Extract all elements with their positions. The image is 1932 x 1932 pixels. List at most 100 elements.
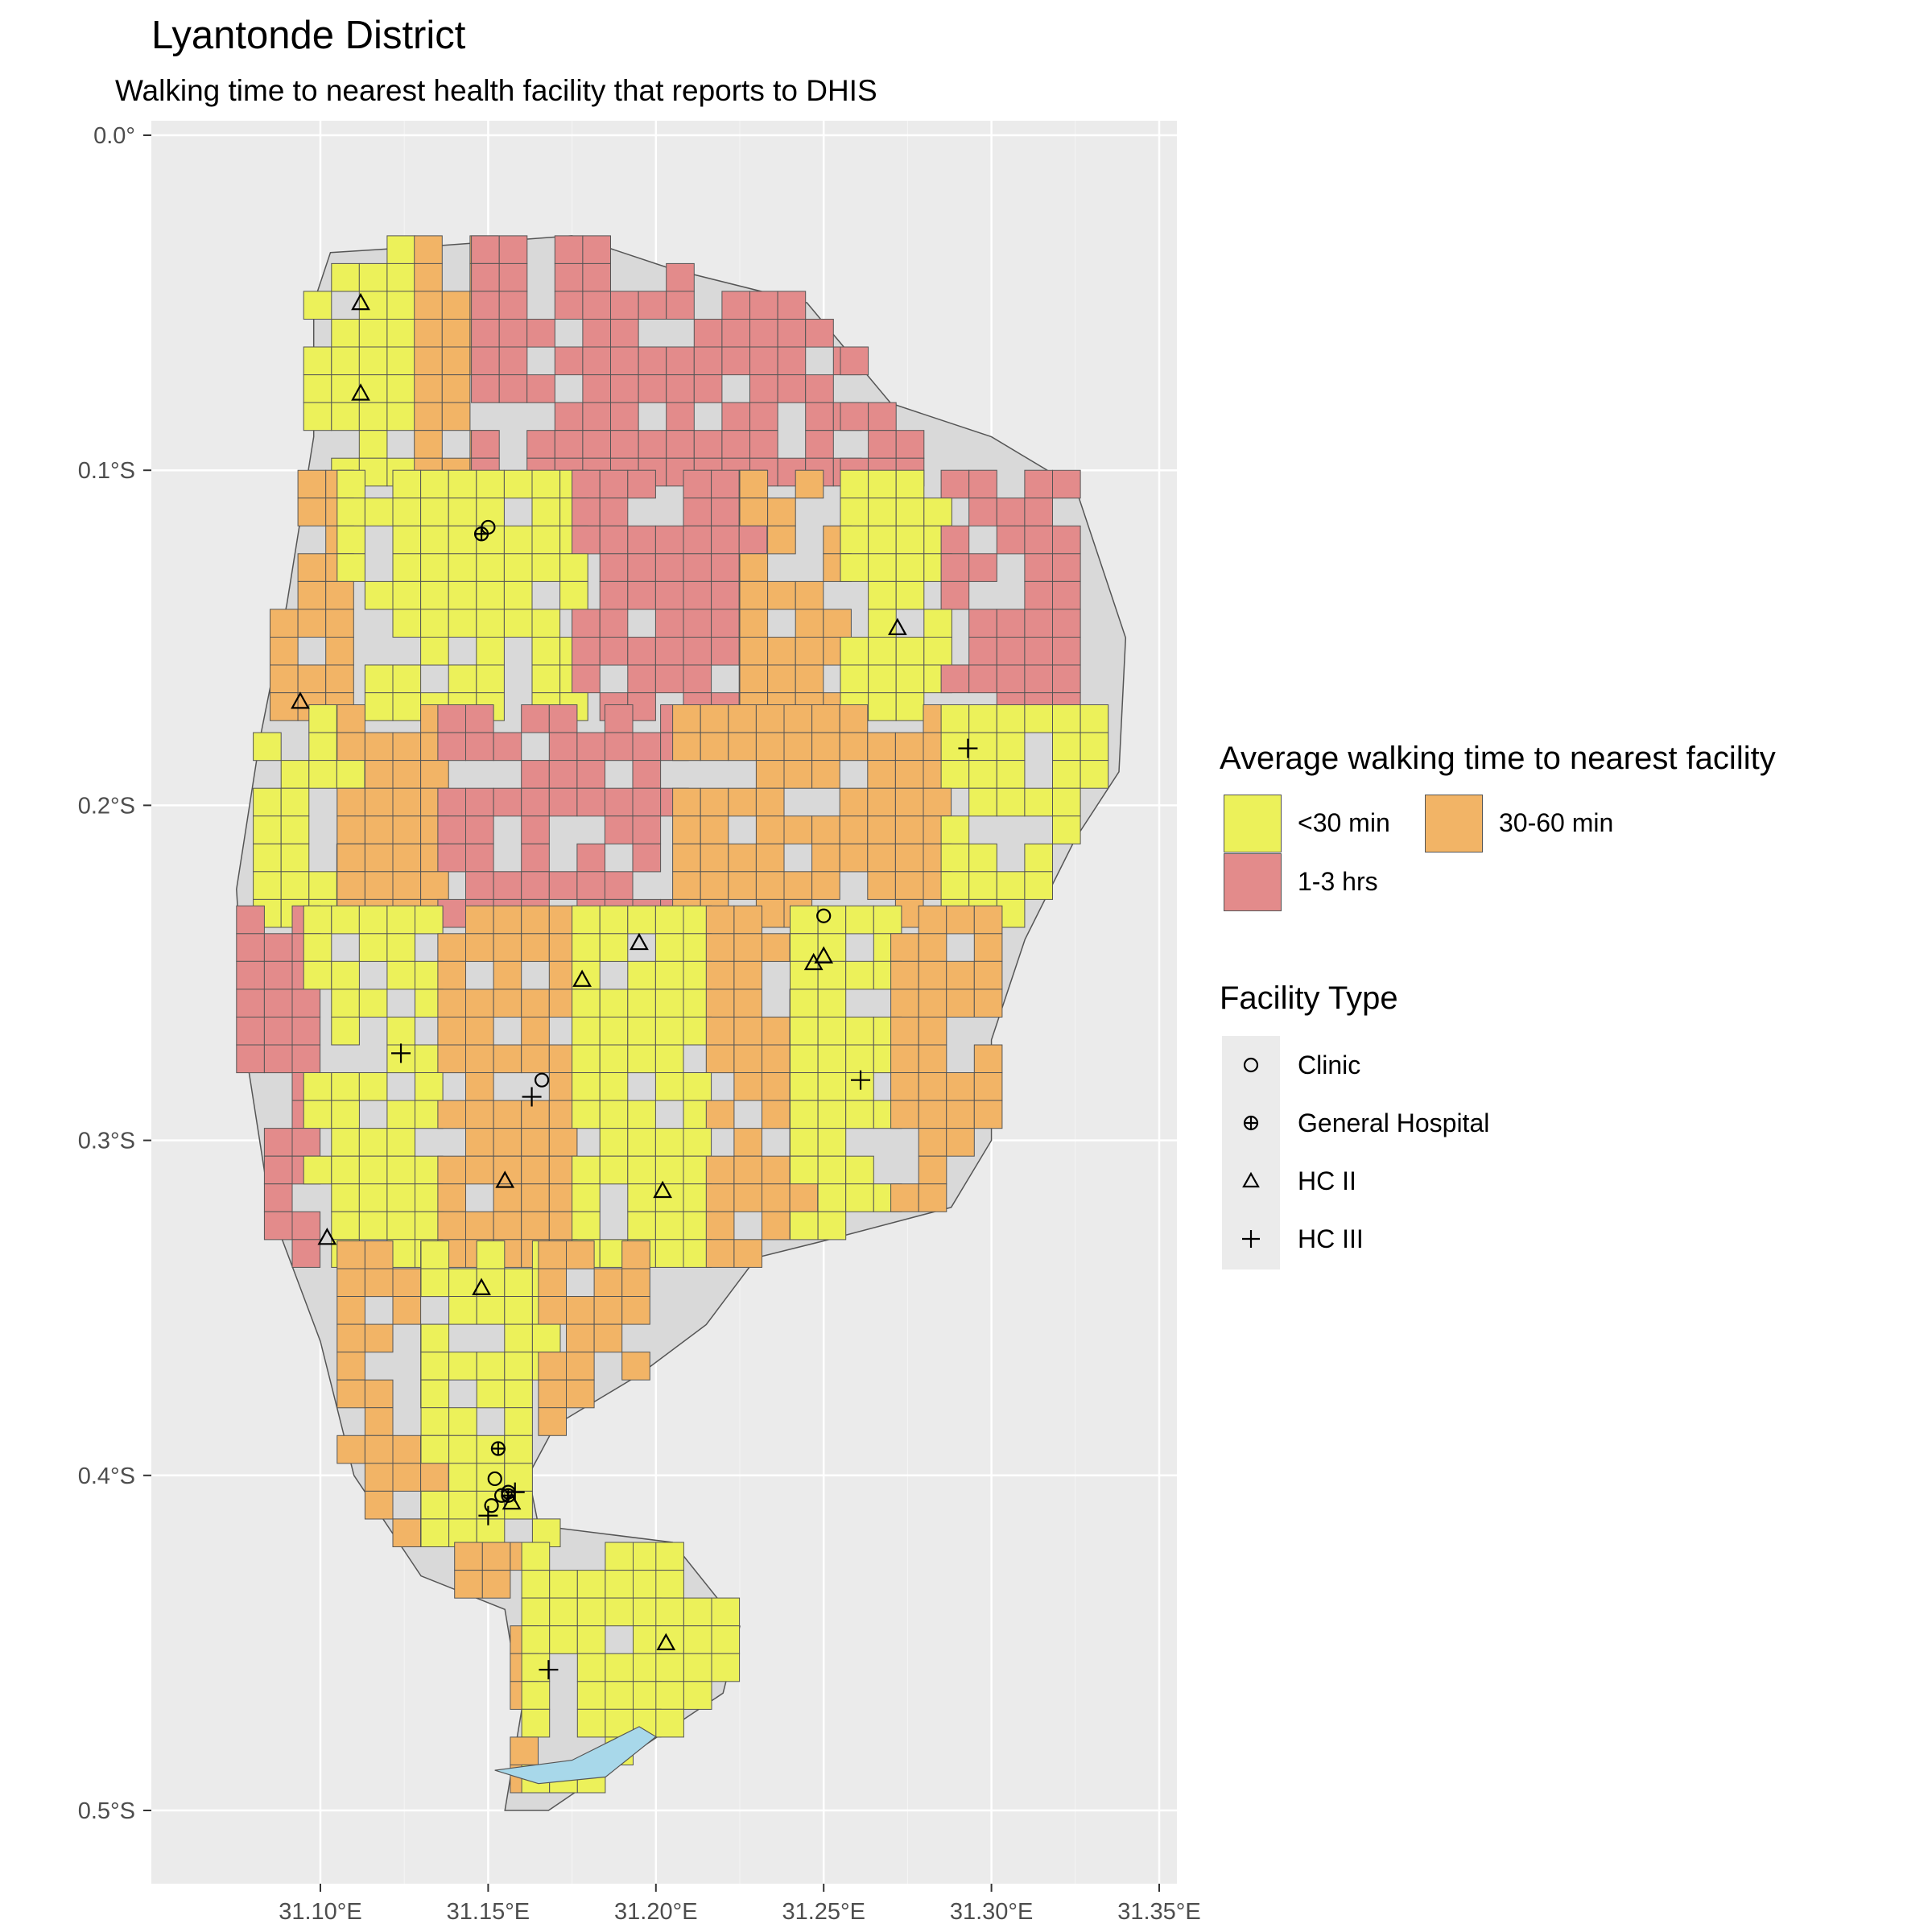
grid-cell <box>767 664 796 694</box>
grid-cell <box>386 262 415 292</box>
hc-iii-marker <box>478 1505 498 1525</box>
grid-cell <box>364 1490 394 1520</box>
grid-cell <box>236 960 265 990</box>
grid-cell <box>549 1570 578 1599</box>
grid-cell <box>336 525 365 555</box>
grid-cell <box>493 933 522 962</box>
hc-iii-marker <box>539 1660 559 1680</box>
grid-cell <box>572 664 601 694</box>
grid-cell <box>968 732 997 762</box>
grid-cell <box>705 1211 735 1241</box>
grid-cell <box>868 430 897 459</box>
grid-cell <box>437 1100 467 1129</box>
grid-cell <box>566 1323 595 1353</box>
grid-cell <box>493 1128 522 1157</box>
grid-cell <box>632 787 662 817</box>
grid-cell <box>471 262 500 292</box>
grid-cell <box>627 553 656 582</box>
grid-cell <box>654 609 684 638</box>
grid-cell <box>923 497 952 526</box>
grid-cell <box>263 1016 293 1046</box>
grid-cell <box>392 815 422 844</box>
grid-cell <box>386 1211 415 1241</box>
grid-cell <box>420 525 449 555</box>
grid-cell <box>465 1128 494 1157</box>
grid-cell <box>840 637 869 666</box>
grid-cell <box>762 933 791 962</box>
grid-cell <box>728 871 757 900</box>
grid-cell <box>805 402 834 431</box>
grid-cell <box>627 960 656 990</box>
grid-cell <box>711 497 740 526</box>
grid-cell <box>386 960 415 990</box>
grid-cell <box>672 815 701 844</box>
grid-cell <box>303 1100 332 1129</box>
hc-ii-marker <box>291 691 310 709</box>
grid-cell <box>621 1296 650 1325</box>
grid-cell <box>654 1128 684 1157</box>
grid-cell <box>705 1183 735 1212</box>
grid-cell <box>448 497 477 526</box>
grid-cell <box>599 989 629 1018</box>
hc-ii-marker <box>572 969 592 987</box>
grid-cell <box>811 843 840 873</box>
legend-label-general-hospital: General Hospital <box>1298 1108 1490 1137</box>
grid-cell <box>1052 732 1081 762</box>
grid-cell <box>739 469 769 499</box>
grid-cell <box>672 843 701 873</box>
grid-cell <box>627 1155 656 1185</box>
grid-cell <box>895 664 925 694</box>
grid-cell <box>711 469 740 499</box>
grid-cell <box>683 1597 712 1627</box>
grid-cell <box>504 1379 533 1409</box>
grid-cell <box>415 1072 444 1101</box>
grid-cell <box>420 580 449 610</box>
grid-cell <box>790 989 819 1018</box>
grid-cell <box>973 1100 1003 1129</box>
x-tick-label: 31.25°E <box>782 1899 865 1925</box>
facility-type-legend: Facility Type <box>1220 980 1398 1017</box>
grid-cell <box>364 1241 394 1269</box>
grid-cell <box>465 704 494 733</box>
grid-cell <box>777 291 807 320</box>
grid-cell <box>749 430 778 459</box>
grid-cell <box>811 760 840 789</box>
grid-cell <box>790 1016 819 1046</box>
grid-cell <box>790 1044 819 1074</box>
grid-cell <box>493 871 522 900</box>
grid-cell <box>790 933 819 962</box>
grid-cell <box>531 1323 561 1353</box>
general-hospital-marker <box>473 526 489 542</box>
grid-cell <box>940 732 970 762</box>
grid-cell <box>683 1625 712 1654</box>
grid-cell <box>654 1016 684 1046</box>
grid-cell <box>605 1681 634 1710</box>
grid-cell <box>331 989 360 1018</box>
grid-cell <box>845 1016 874 1046</box>
grid-cell <box>593 1268 623 1298</box>
grid-cell <box>576 1653 606 1682</box>
grid-cell <box>526 430 555 459</box>
grid-cell <box>762 1016 791 1046</box>
grid-cell <box>733 1239 763 1268</box>
clinic-marker <box>487 1471 502 1487</box>
grid-cell <box>867 815 896 844</box>
grid-cell <box>498 291 528 320</box>
grid-cell <box>572 1183 601 1212</box>
grid-cell <box>297 580 327 610</box>
grid-cell <box>1024 580 1054 610</box>
grid-cell <box>655 1681 684 1710</box>
grid-cell <box>448 1296 477 1325</box>
grid-cell <box>364 1323 394 1353</box>
grid-cell <box>739 637 769 666</box>
grid-cell <box>336 704 365 733</box>
clinic-marker <box>484 1498 499 1513</box>
grid-cell <box>308 704 337 733</box>
grid-cell <box>783 732 813 762</box>
grid-cell <box>1024 664 1054 694</box>
grid-cell <box>465 871 494 900</box>
legend-label-1-3hrs: 1-3 hrs <box>1298 867 1378 896</box>
grid-cell <box>336 732 365 762</box>
grid-cell <box>448 525 477 555</box>
